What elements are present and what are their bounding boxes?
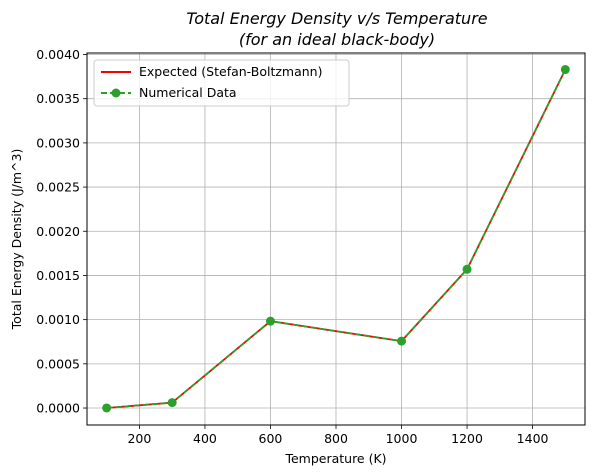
- y-axis: 0.0000 0.0005 0.0010 0.0015 0.0020 0.0025 0.00…: [36, 47, 87, 416]
- x-tick-label: 600: [259, 431, 283, 446]
- x-tick-label: 1200: [451, 431, 483, 446]
- legend: Expected (Stefan-Boltzmann) Numerical Da…: [93, 59, 350, 107]
- y-tick-label: 0.0025: [36, 180, 80, 195]
- series-line-numerical: [106, 69, 567, 409]
- x-tick-label: 200: [127, 431, 151, 446]
- x-axis-label: Temperature (K): [284, 451, 386, 466]
- chart-subtitle: (for an ideal black-body): [239, 30, 435, 49]
- y-tick-label: 0.0010: [36, 312, 80, 327]
- data-point: [102, 403, 112, 413]
- legend-label-expected: Expected (Stefan-Boltzmann): [139, 64, 322, 79]
- legend-label-numerical: Numerical Data: [139, 85, 237, 100]
- y-axis-label: Total Energy Density (J/m^3): [9, 149, 24, 331]
- y-tick-label: 0.0000: [36, 401, 80, 416]
- chart-title: Total Energy Density v/s Temperature: [186, 9, 487, 28]
- series-layer: [102, 65, 570, 413]
- y-tick-label: 0.0015: [36, 268, 80, 283]
- data-point: [397, 336, 407, 346]
- y-tick-label: 0.0030: [36, 135, 80, 150]
- y-tick-label: 0.0040: [36, 47, 80, 62]
- x-tick-label: 1400: [517, 431, 549, 446]
- x-tick-label: 800: [324, 431, 348, 446]
- y-tick-label: 0.0020: [36, 224, 80, 239]
- x-tick-label: 1000: [386, 431, 418, 446]
- data-point: [167, 398, 177, 408]
- data-point: [462, 264, 472, 274]
- y-tick-label: 0.0005: [36, 356, 80, 371]
- grid-lines: [87, 53, 585, 425]
- y-tick-label: 0.0035: [36, 91, 80, 106]
- legend-box: [93, 59, 350, 107]
- x-axis: 200 400 600 800 1000 1200 1400: [127, 425, 549, 446]
- data-point: [265, 316, 275, 326]
- legend-marker-numerical: [111, 88, 121, 98]
- x-tick-label: 400: [193, 431, 217, 446]
- data-point: [560, 65, 570, 75]
